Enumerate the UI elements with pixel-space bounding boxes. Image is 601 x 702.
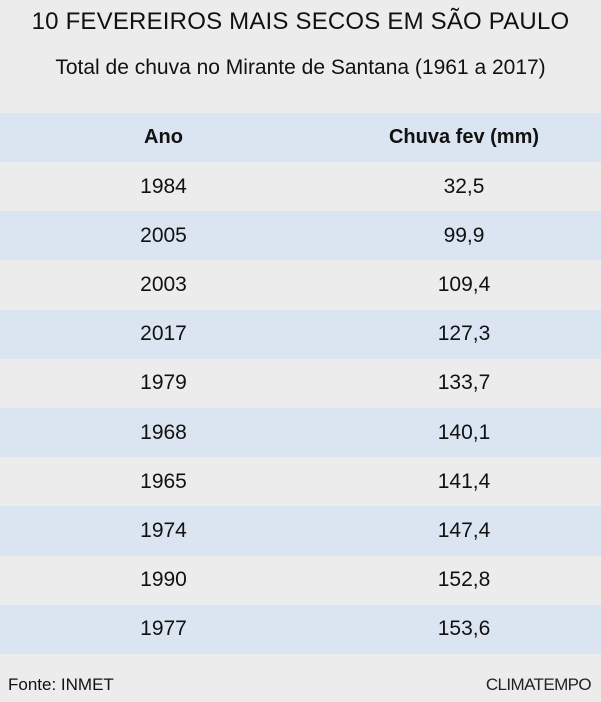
rain-cell: 147,4 bbox=[437, 518, 491, 542]
table-row: 1979 133,7 bbox=[0, 358, 601, 408]
year-cell: 1974 bbox=[140, 518, 187, 542]
table-row: 2005 99,9 bbox=[0, 211, 601, 261]
table-row: 1977 153,6 bbox=[0, 604, 601, 654]
year-cell: 2003 bbox=[140, 272, 187, 296]
rain-cell: 109,4 bbox=[437, 272, 491, 296]
rain-cell: 140,1 bbox=[437, 420, 491, 444]
year-cell: 1984 bbox=[140, 174, 187, 198]
chart-subtitle: Total de chuva no Mirante de Santana (19… bbox=[55, 56, 546, 79]
column-header-chuva: Chuva fev (mm) bbox=[388, 126, 540, 148]
rain-cell: 141,4 bbox=[437, 469, 491, 493]
table-row: 1990 152,8 bbox=[0, 555, 601, 605]
rain-cell: 32,5 bbox=[443, 174, 485, 198]
year-cell: 2017 bbox=[140, 322, 187, 346]
table-row: 1968 140,1 bbox=[0, 407, 601, 458]
rain-cell: 127,3 bbox=[437, 322, 491, 346]
table-row: 1974 147,4 bbox=[0, 506, 601, 556]
table-row: 2003 109,4 bbox=[0, 260, 601, 310]
source-note: Fonte: INMET bbox=[8, 675, 114, 694]
table-row: 2017 127,3 bbox=[0, 309, 601, 359]
table-row: 1965 141,4 bbox=[0, 457, 601, 507]
year-cell: 2005 bbox=[140, 223, 187, 247]
brand-logo: CLIMATEMPO bbox=[485, 675, 592, 694]
rain-cell: 152,8 bbox=[437, 568, 491, 592]
rain-cell: 153,6 bbox=[437, 617, 491, 641]
chart-title: 10 FEVEREIROS MAIS SECOS EM SÃO PAULO bbox=[31, 8, 570, 35]
year-cell: 1968 bbox=[140, 420, 187, 444]
rain-cell: 133,7 bbox=[437, 371, 491, 395]
rain-cell: 99,9 bbox=[443, 223, 485, 247]
table-header-row: Ano Chuva fev (mm) bbox=[0, 113, 601, 162]
table-row: 1984 32,5 bbox=[0, 162, 601, 212]
data-table: Ano Chuva fev (mm) 1984 32,5 2005 99,9 2… bbox=[0, 113, 601, 654]
column-header-ano: Ano bbox=[144, 126, 183, 148]
year-cell: 1979 bbox=[140, 371, 187, 395]
year-cell: 1977 bbox=[140, 617, 187, 641]
year-cell: 1965 bbox=[140, 469, 187, 493]
year-cell: 1990 bbox=[140, 568, 187, 592]
